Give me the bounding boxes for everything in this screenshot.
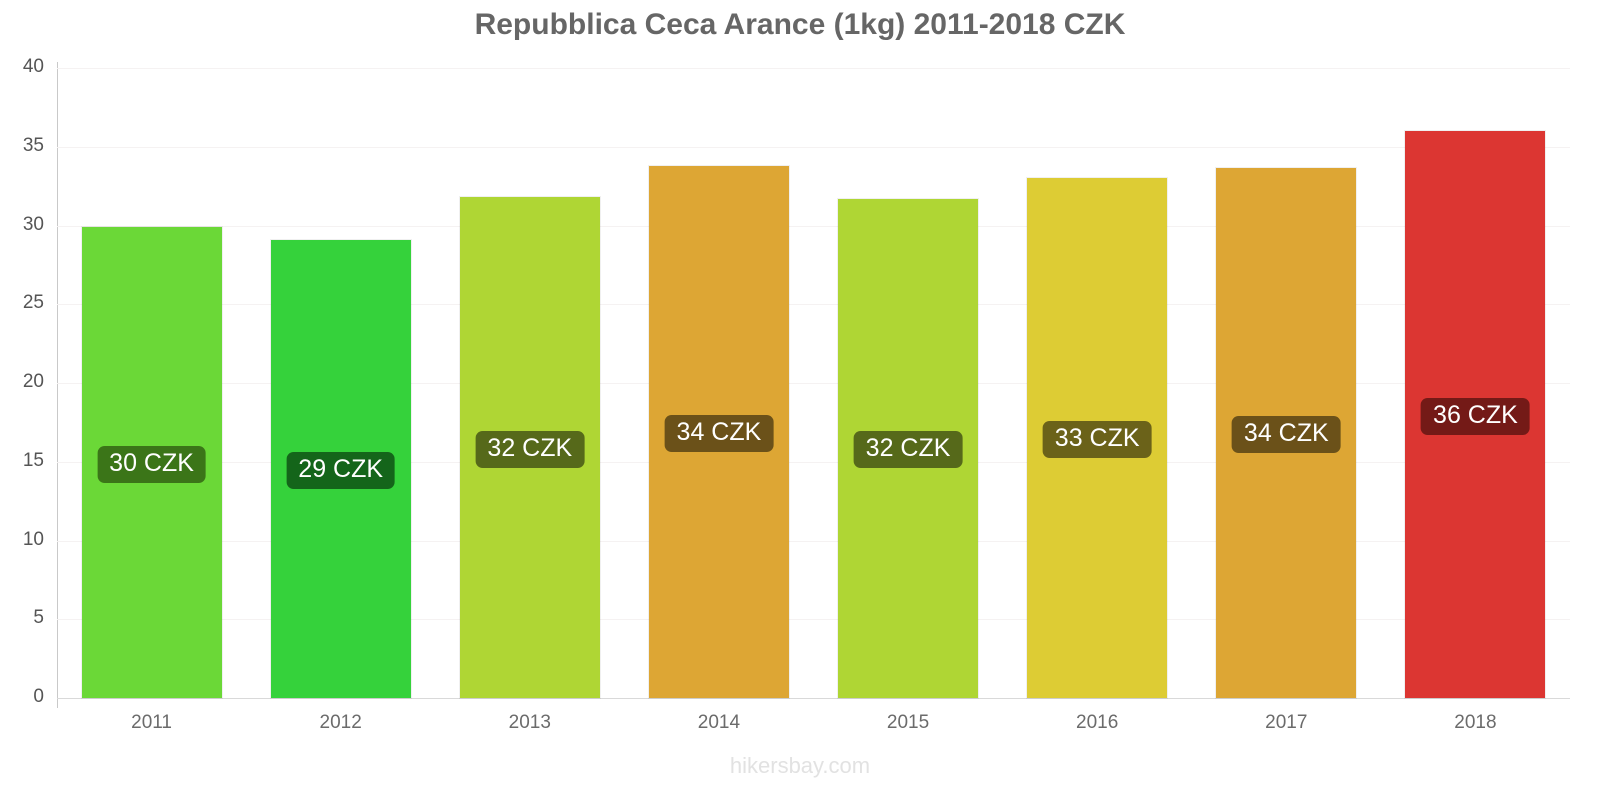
bar[interactable]: 33 CZK xyxy=(1026,177,1169,699)
y-axis-tick-label: 10 xyxy=(22,528,44,550)
x-axis-line xyxy=(57,698,1570,699)
x-axis-tick-label: 2017 xyxy=(1265,712,1308,733)
bar[interactable]: 34 CZK xyxy=(1215,167,1358,699)
x-axis-tick-label: 2011 xyxy=(131,712,172,733)
y-axis-tick-label: 35 xyxy=(22,134,44,156)
x-axis-tick-label: 2015 xyxy=(886,712,930,733)
y-axis-tick-label: 20 xyxy=(22,371,44,392)
y-axis-tick-label: 30 xyxy=(22,213,44,235)
bar[interactable]: 36 CZK xyxy=(1404,130,1547,699)
y-axis-tick-label: 0 xyxy=(33,686,44,707)
bar[interactable]: 32 CZK xyxy=(837,197,980,700)
bar-value-label: 36 CZK xyxy=(1421,397,1530,435)
y-axis-tick-label: 15 xyxy=(22,449,44,471)
gridline xyxy=(57,461,1570,463)
gridline xyxy=(57,304,1570,306)
bar[interactable]: 30 CZK xyxy=(80,226,223,699)
gridline xyxy=(57,383,1570,384)
footer-credit: hikersbay.com xyxy=(729,753,871,778)
gridline xyxy=(57,540,1570,542)
gridline xyxy=(57,619,1570,621)
y-axis-tick-label: 40 xyxy=(22,56,44,77)
x-axis-tick-label: 2013 xyxy=(508,712,551,733)
gridline xyxy=(57,146,1570,148)
y-axis-tick-label: 25 xyxy=(22,292,44,314)
bar-value-label: 32 CZK xyxy=(853,431,963,469)
x-axis-tick-label: 2012 xyxy=(319,712,362,733)
bar[interactable]: 29 CZK xyxy=(269,238,412,700)
page-title: Repubblica Ceca Arance (1kg) 2011-2018 C… xyxy=(474,8,1126,41)
bar-value-label: 34 CZK xyxy=(664,414,774,452)
bar-value-label: 33 CZK xyxy=(1042,421,1152,459)
x-axis-tick-label: 2016 xyxy=(1076,712,1119,733)
bar-value-label: 34 CZK xyxy=(1231,416,1341,454)
bar-value-label: 29 CZK xyxy=(286,451,396,489)
x-axis-tick-label: 2018 xyxy=(1454,712,1497,733)
x-axis-tick-label: 2014 xyxy=(697,712,741,733)
bar-value-label: 32 CZK xyxy=(475,430,585,468)
bar-value-label: 30 CZK xyxy=(97,445,206,483)
y-axis-tick-label: 5 xyxy=(33,607,44,629)
bar[interactable]: 34 CZK xyxy=(647,164,790,700)
plot-area: 30 CZK 29 CZK 32 CZK 34 CZK 32 CZK 33 CZK 34 C… xyxy=(57,68,1570,700)
bar[interactable]: 32 CZK xyxy=(458,196,601,699)
y-axis-line xyxy=(57,62,58,708)
gridline xyxy=(57,225,1570,227)
gridline xyxy=(57,68,1570,69)
